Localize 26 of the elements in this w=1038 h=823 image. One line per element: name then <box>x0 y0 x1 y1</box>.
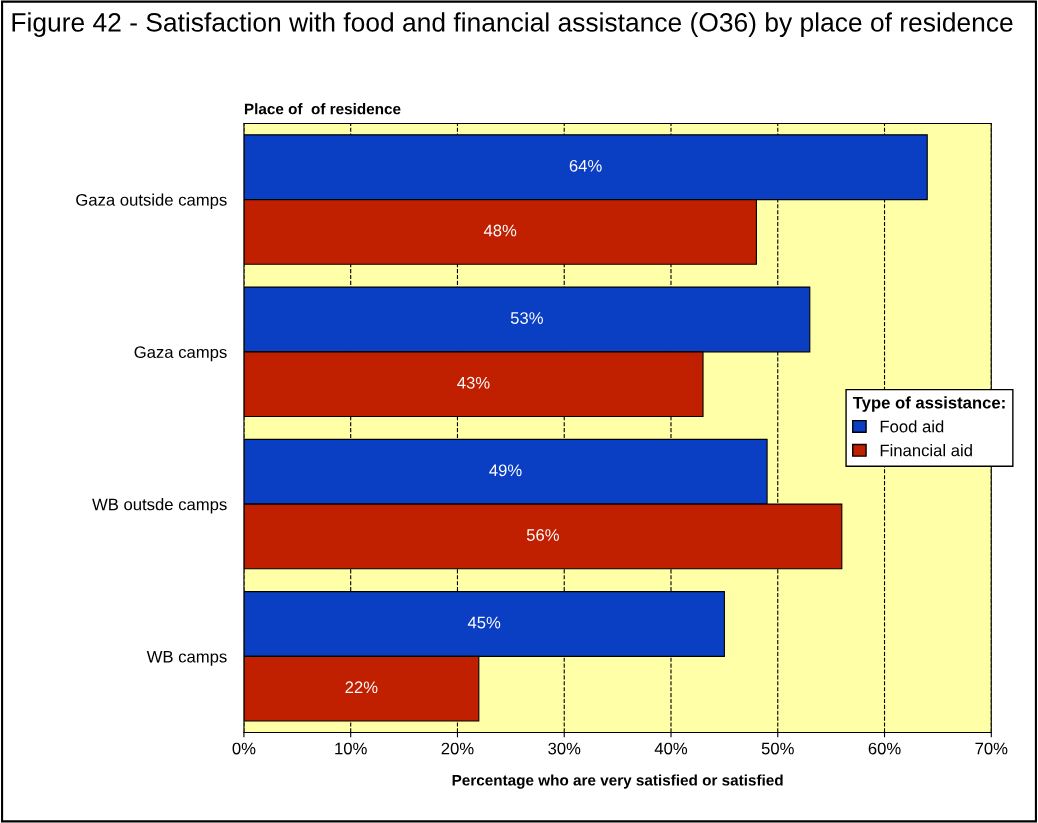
data-label: 48% <box>483 224 517 237</box>
data-label: 22% <box>345 681 378 694</box>
x-tick-label: 60% <box>868 742 901 755</box>
data-label: 49% <box>489 464 522 477</box>
y-tick-label: Gaza camps <box>134 346 227 362</box>
legend-label: Financial aid <box>880 444 972 457</box>
x-tick-label: 50% <box>761 742 794 755</box>
legend-title: Type of assistance: <box>852 396 1005 412</box>
data-label: 43% <box>457 376 490 389</box>
x-axis-title: Percentage who are very satisfied or satisfied <box>452 774 783 789</box>
legend-label: Food aid <box>880 420 944 433</box>
x-tick-label: 10% <box>335 742 367 755</box>
x-tick-label: 30% <box>548 742 581 755</box>
data-label: 53% <box>510 312 543 324</box>
data-label: 56% <box>526 529 559 541</box>
x-tick-label: 70% <box>975 742 1008 755</box>
y-tick-label: Gaza outside camps <box>76 193 227 210</box>
x-tick-label: 40% <box>654 742 688 755</box>
x-tick-label: 0% <box>232 742 256 755</box>
x-tick-label: 20% <box>441 742 474 755</box>
y-axis-title: Place of of residence <box>244 103 401 115</box>
y-tick-label: WB camps <box>146 650 227 666</box>
chart-title: Figure 42 - Satisfaction with food and financial assistance (O36) by place of residence <box>12 12 1013 37</box>
data-label: 64% <box>569 159 602 172</box>
data-label: 45% <box>467 616 501 629</box>
y-tick-label: WB outsde camps <box>92 498 227 514</box>
